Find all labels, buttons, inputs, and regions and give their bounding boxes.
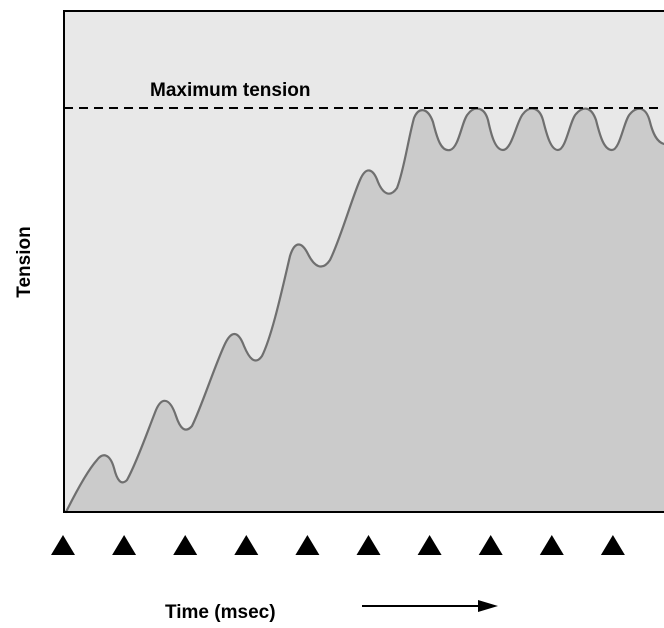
stimulus-markers — [51, 535, 625, 555]
tension-area — [66, 108, 664, 512]
y-axis-label: Tension — [14, 226, 35, 297]
stimulus-marker — [173, 535, 198, 555]
x-axis-label: Time (msec) — [165, 602, 276, 623]
time-arrow-head — [478, 600, 498, 612]
stimulus-marker — [539, 535, 564, 555]
tension-curve — [64, 107, 664, 514]
stimulus-marker — [295, 535, 320, 555]
stimulus-marker — [234, 535, 259, 555]
stimulus-marker — [51, 535, 75, 555]
max-tension-label: Maximum tension — [150, 80, 310, 101]
stimulus-marker — [417, 535, 442, 555]
stimulus-marker — [356, 535, 381, 555]
stimulus-marker — [600, 535, 625, 555]
stimulus-marker — [112, 535, 137, 555]
stimulus-marker — [478, 535, 503, 555]
